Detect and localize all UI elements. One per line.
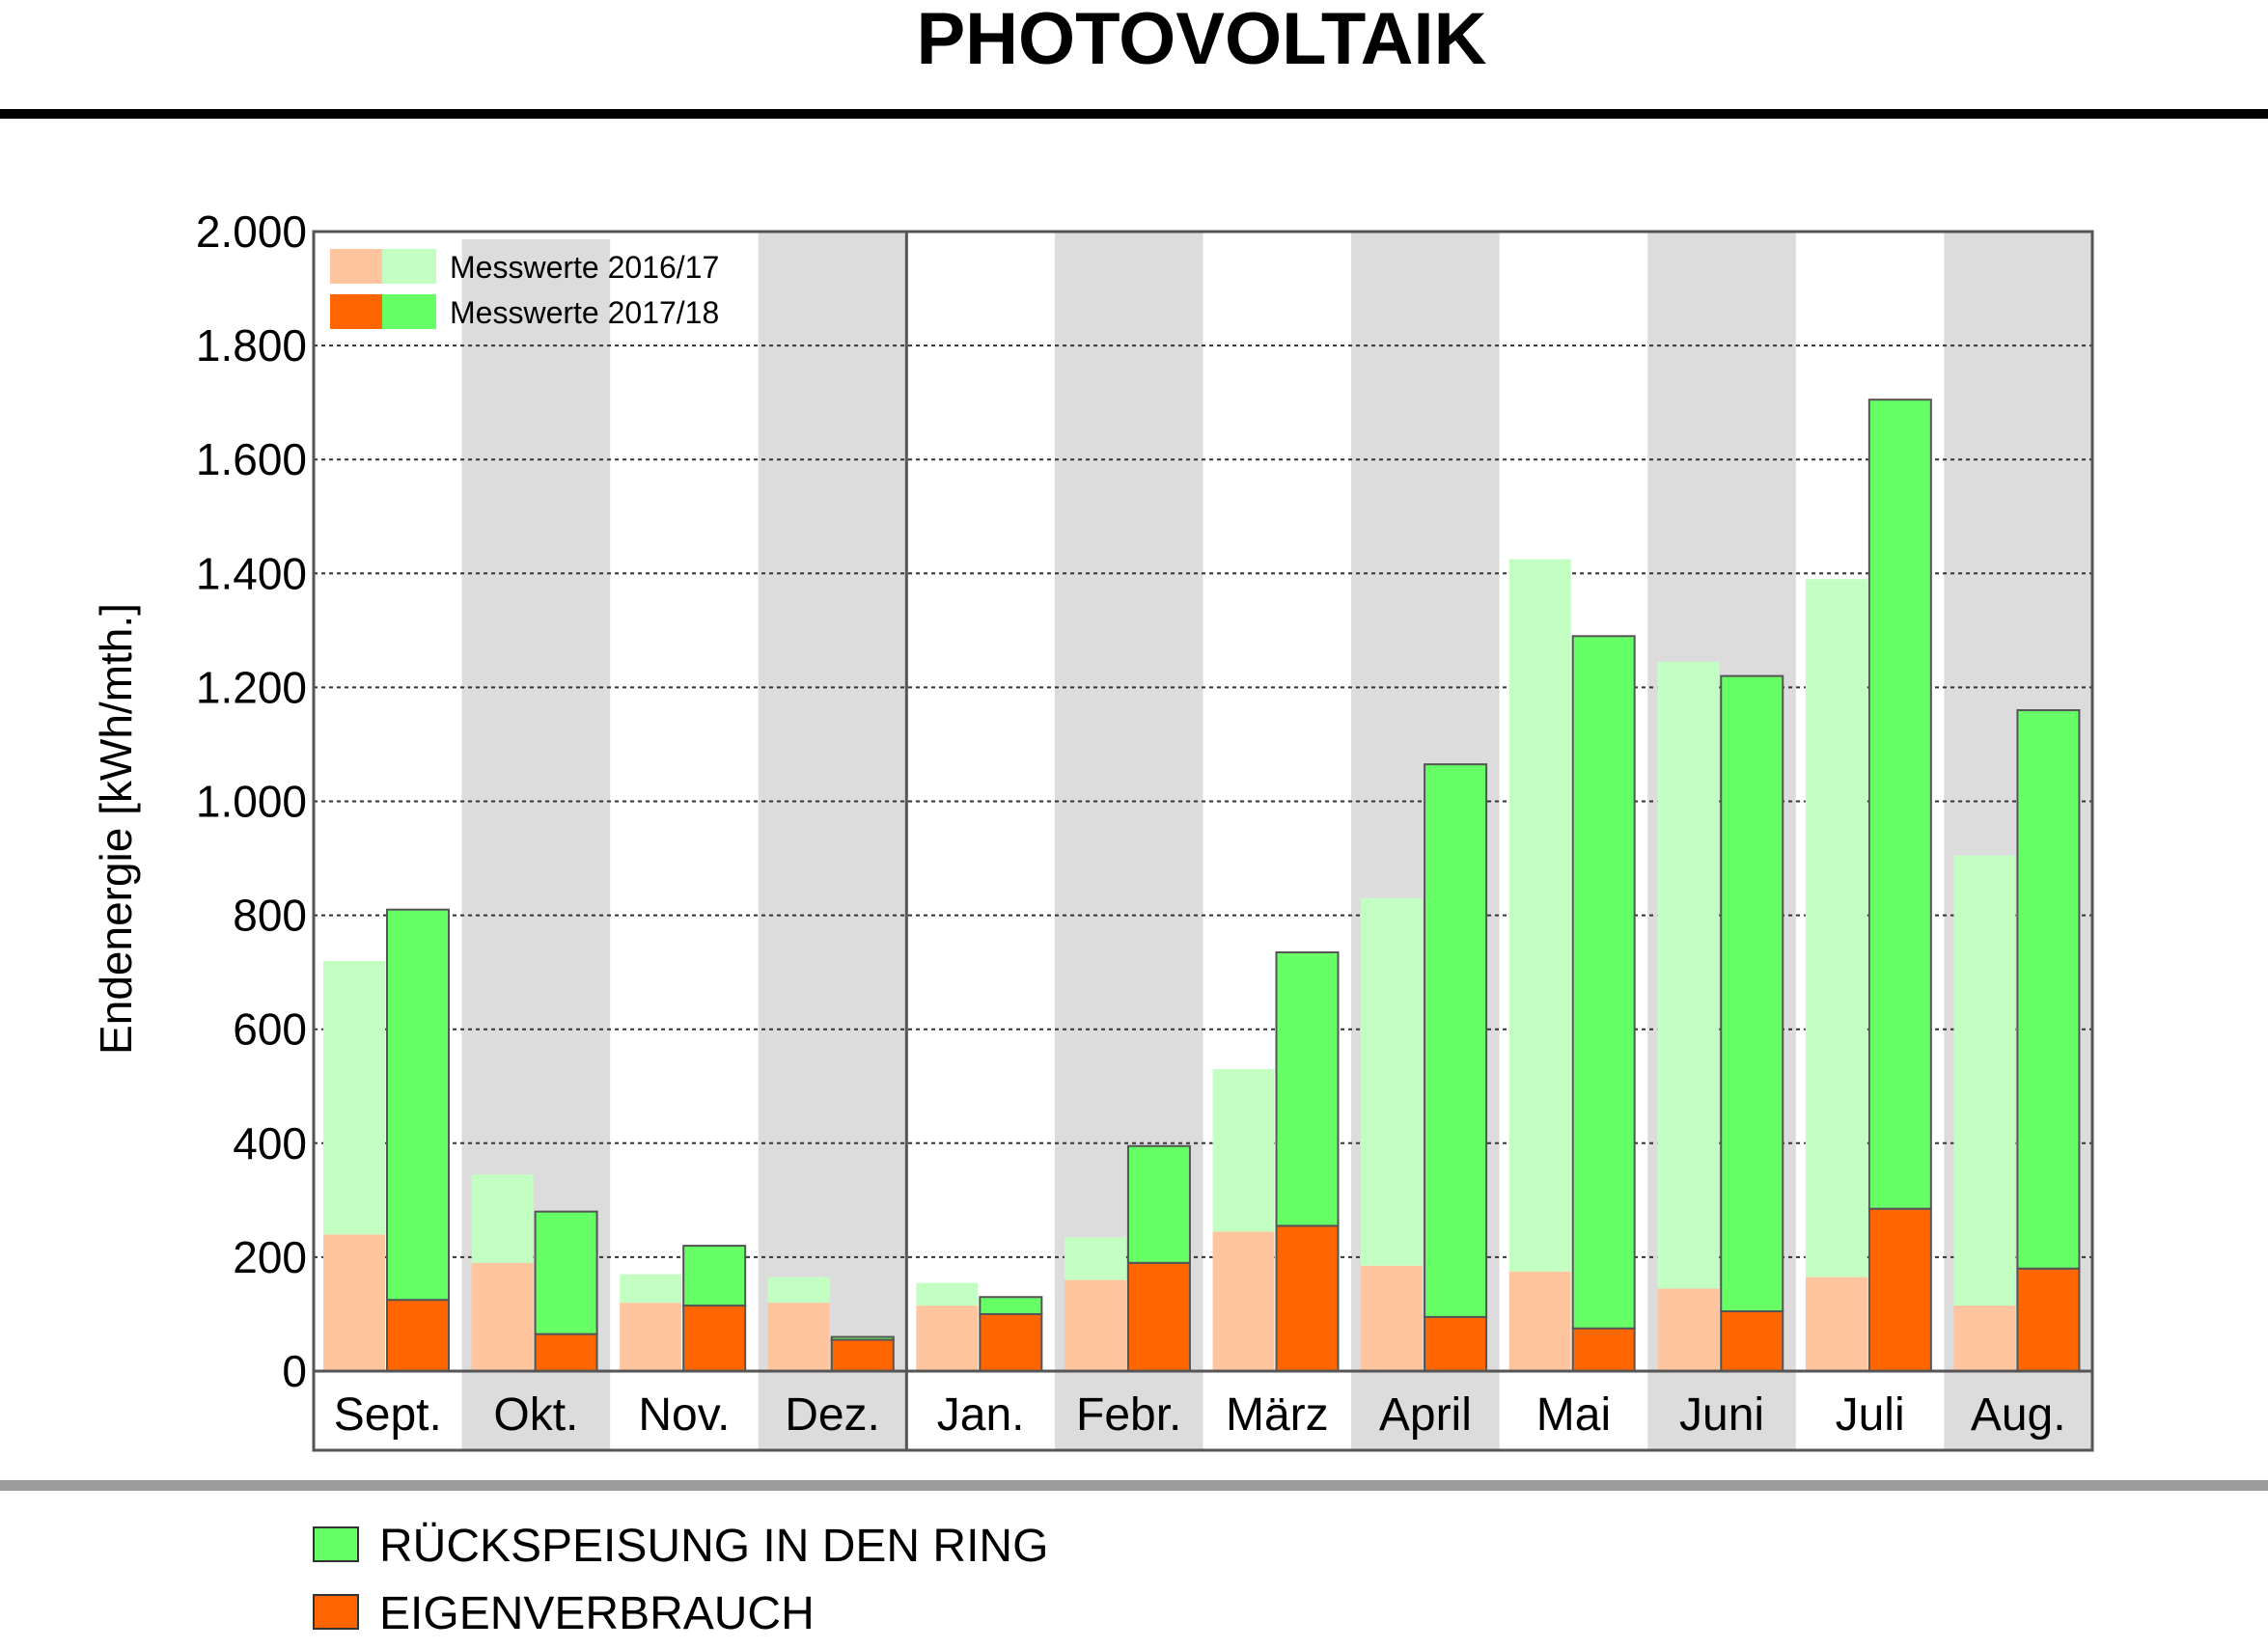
inner-legend-swatch-eigen-1 [330, 249, 382, 284]
bar-rueck-2016-4 [767, 1277, 830, 1304]
inner-legend-swatch-eigen-2 [330, 294, 382, 329]
y-tick-label-1400: 1.400 [196, 548, 307, 598]
y-tick-label-600: 600 [233, 1004, 307, 1055]
bar-eigen-2017-10 [1720, 1309, 1784, 1373]
inner-legend: Messwerte 2016/17 Messwerte 2017/18 [330, 249, 719, 330]
x-category-label-10: Juni [1679, 1389, 1764, 1441]
x-category-label-8: April [1379, 1389, 1472, 1441]
bar-eigen-2016-5 [916, 1305, 979, 1371]
y-tick-label-1200: 1.200 [196, 662, 307, 712]
bar-rueck-2016-10 [1657, 661, 1720, 1289]
inner-legend-label-1: Messwerte 2016/17 [450, 250, 719, 285]
bar-eigen-2016-11 [1805, 1277, 1867, 1371]
bottom-legend: RÜCKSPEISUNG IN DEN RING EIGENVERBRAUCH [313, 1521, 1048, 1639]
legend-swatch-1 [313, 1526, 359, 1562]
bar-rueck-2017-11 [1867, 399, 1932, 1210]
bar-rueck-2017-4 [830, 1335, 895, 1341]
y-tick-label-200: 200 [233, 1232, 307, 1282]
inner-legend-swatch-rueck-1 [382, 249, 436, 284]
x-category-label-4: Dez. [785, 1389, 880, 1441]
bar-rueck-2016-7 [1212, 1069, 1275, 1232]
title-rule [0, 109, 2268, 119]
y-tick-label-1600: 1.600 [196, 434, 307, 484]
y-tick-label-400: 400 [233, 1118, 307, 1168]
bar-eigen-2016-6 [1064, 1279, 1126, 1371]
y-tick-label-1000: 1.000 [196, 777, 307, 827]
bar-eigen-2017-5 [979, 1312, 1043, 1372]
y-tick-label-800: 800 [233, 891, 307, 941]
bar-rueck-2017-5 [979, 1296, 1043, 1315]
x-category-label-9: Mai [1536, 1389, 1611, 1441]
bar-rueck-2016-1 [323, 960, 385, 1235]
plot-frame [312, 230, 2094, 1452]
inner-legend-label-2: Messwerte 2017/18 [450, 295, 719, 330]
bar-eigen-2016-3 [620, 1303, 682, 1371]
bar-rueck-2016-3 [620, 1274, 682, 1304]
bar-eigen-2017-7 [1275, 1224, 1340, 1372]
bar-eigen-2017-1 [386, 1299, 450, 1372]
x-category-label-6: Febr. [1076, 1389, 1181, 1441]
bar-eigen-2017-8 [1424, 1315, 1488, 1372]
bar-eigen-2016-4 [767, 1303, 830, 1371]
bar-eigen-2017-3 [682, 1305, 747, 1373]
bar-eigen-2016-9 [1508, 1271, 1571, 1371]
bar-eigen-2017-4 [830, 1338, 895, 1372]
bar-eigen-2016-10 [1657, 1288, 1720, 1371]
chart-title: PHOTOVOLTAIK [916, 0, 1486, 80]
bar-rueck-2017-8 [1424, 763, 1488, 1318]
inner-legend-swatch-rueck-2 [382, 294, 436, 329]
bar-eigen-2017-9 [1571, 1327, 1636, 1373]
x-category-label-2: Okt. [493, 1389, 578, 1441]
bar-rueck-2017-2 [534, 1210, 598, 1335]
x-category-label-5: Jan. [937, 1389, 1025, 1441]
bar-rueck-2016-11 [1805, 579, 1867, 1278]
bar-rueck-2017-9 [1571, 635, 1636, 1330]
y-tick-label-2000: 2.000 [196, 206, 307, 257]
legend-label-1: RÜCKSPEISUNG IN DEN RING [379, 1521, 1048, 1572]
bar-rueck-2017-1 [386, 908, 450, 1302]
bar-rueck-2017-10 [1720, 674, 1784, 1312]
bar-rueck-2016-12 [1953, 855, 2016, 1306]
x-category-label-12: Aug. [1971, 1389, 2066, 1441]
bar-rueck-2016-8 [1361, 897, 1424, 1266]
legend-swatch-2 [313, 1594, 359, 1630]
bar-rueck-2016-2 [471, 1174, 534, 1263]
bottom-rule [0, 1480, 2268, 1491]
bar-eigen-2016-7 [1212, 1231, 1275, 1371]
y-tick-label-0: 0 [282, 1346, 307, 1396]
bar-eigen-2017-6 [1126, 1261, 1191, 1373]
bar-eigen-2017-2 [534, 1333, 598, 1373]
category-band-4 [758, 232, 907, 1450]
x-category-label-11: Juli [1836, 1389, 1905, 1441]
bar-eigen-2017-11 [1867, 1207, 1932, 1373]
bar-rueck-2017-12 [2016, 709, 2081, 1270]
x-category-label-7: März [1226, 1389, 1329, 1441]
bar-rueck-2017-7 [1275, 950, 1340, 1227]
legend-label-2: EIGENVERBRAUCH [379, 1588, 815, 1639]
bar-rueck-2016-6 [1064, 1237, 1126, 1280]
x-category-label-3: Nov. [638, 1389, 730, 1441]
bar-eigen-2016-2 [471, 1262, 534, 1371]
y-tick-label-1800: 1.800 [196, 320, 307, 371]
bar-rueck-2016-5 [916, 1282, 979, 1306]
bar-eigen-2016-1 [323, 1234, 385, 1371]
y-axis-label: Endenergie [kWh/mth.] [91, 603, 141, 1055]
x-category-label-1: Sept. [334, 1389, 442, 1441]
bar-rueck-2016-9 [1508, 559, 1571, 1272]
bar-rueck-2017-3 [682, 1245, 747, 1307]
bar-rueck-2017-6 [1126, 1144, 1191, 1264]
bar-eigen-2017-12 [2016, 1267, 2081, 1372]
bar-eigen-2016-8 [1361, 1265, 1424, 1371]
bar-eigen-2016-12 [1953, 1305, 2016, 1371]
